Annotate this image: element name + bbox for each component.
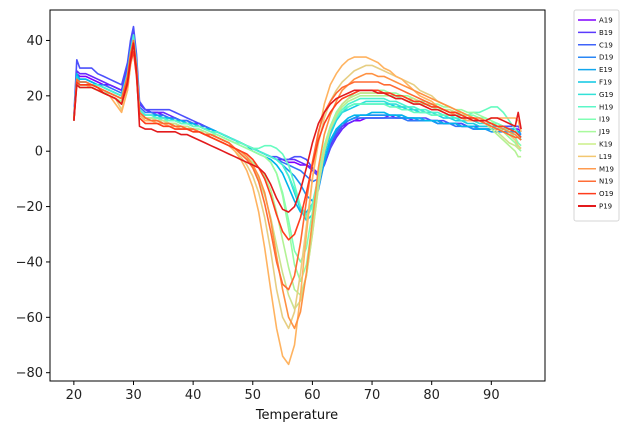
legend-label-k19: K19 bbox=[599, 141, 613, 149]
legend-label-b19: B19 bbox=[599, 29, 613, 37]
x-tick-label: 40 bbox=[185, 388, 202, 403]
legend-label-h19: H19 bbox=[599, 103, 613, 111]
x-axis-label: Temperature bbox=[255, 408, 338, 423]
y-tick-label: −60 bbox=[16, 311, 43, 326]
legend-label-p19: P19 bbox=[599, 203, 612, 211]
x-tick-label: 30 bbox=[125, 388, 142, 403]
legend: A19 B19 C19 D19 E19 F19 G19 H19 I19 J19 K19 L19 M19 N… bbox=[573, 9, 620, 222]
legend-label-n19: N19 bbox=[599, 178, 613, 186]
legend-label-f19: F19 bbox=[599, 79, 612, 87]
legend-label-g19: G19 bbox=[599, 91, 613, 99]
legend-label-i19: I19 bbox=[599, 116, 610, 124]
x-tick-label: 70 bbox=[364, 388, 381, 403]
y-tick-label: 0 bbox=[35, 145, 43, 160]
legend-label-d19: D19 bbox=[599, 54, 613, 62]
legend-label-a19: A19 bbox=[599, 17, 613, 25]
x-tick-label: 90 bbox=[483, 388, 500, 403]
legend-label-j19: J19 bbox=[598, 128, 610, 136]
y-tick-label: −40 bbox=[16, 255, 43, 270]
plot-frame bbox=[49, 9, 546, 382]
x-tick-label: 20 bbox=[66, 388, 83, 403]
x-tick-label: 50 bbox=[244, 388, 261, 403]
series-line-t19 bbox=[73, 42, 522, 213]
legend-label-l19: L19 bbox=[599, 153, 612, 161]
y-tick-label: −20 bbox=[16, 200, 43, 215]
y-tick-label: 20 bbox=[26, 89, 43, 104]
legend-label-c19: C19 bbox=[599, 41, 613, 49]
y-axis: −80 −60 −40 −20 0 20 40 bbox=[16, 34, 50, 381]
y-tick-label: 40 bbox=[26, 34, 43, 49]
x-axis: 20 30 40 50 60 70 80 90 bbox=[66, 381, 500, 403]
x-tick-label: 80 bbox=[423, 388, 440, 403]
legend-label-e19: E19 bbox=[599, 66, 612, 74]
legend-label-m19: M19 bbox=[599, 165, 614, 173]
y-tick-label: −80 bbox=[16, 366, 43, 381]
plot-lines bbox=[73, 25, 522, 366]
legend-label-o19: O19 bbox=[599, 190, 613, 198]
x-tick-label: 60 bbox=[304, 388, 321, 403]
